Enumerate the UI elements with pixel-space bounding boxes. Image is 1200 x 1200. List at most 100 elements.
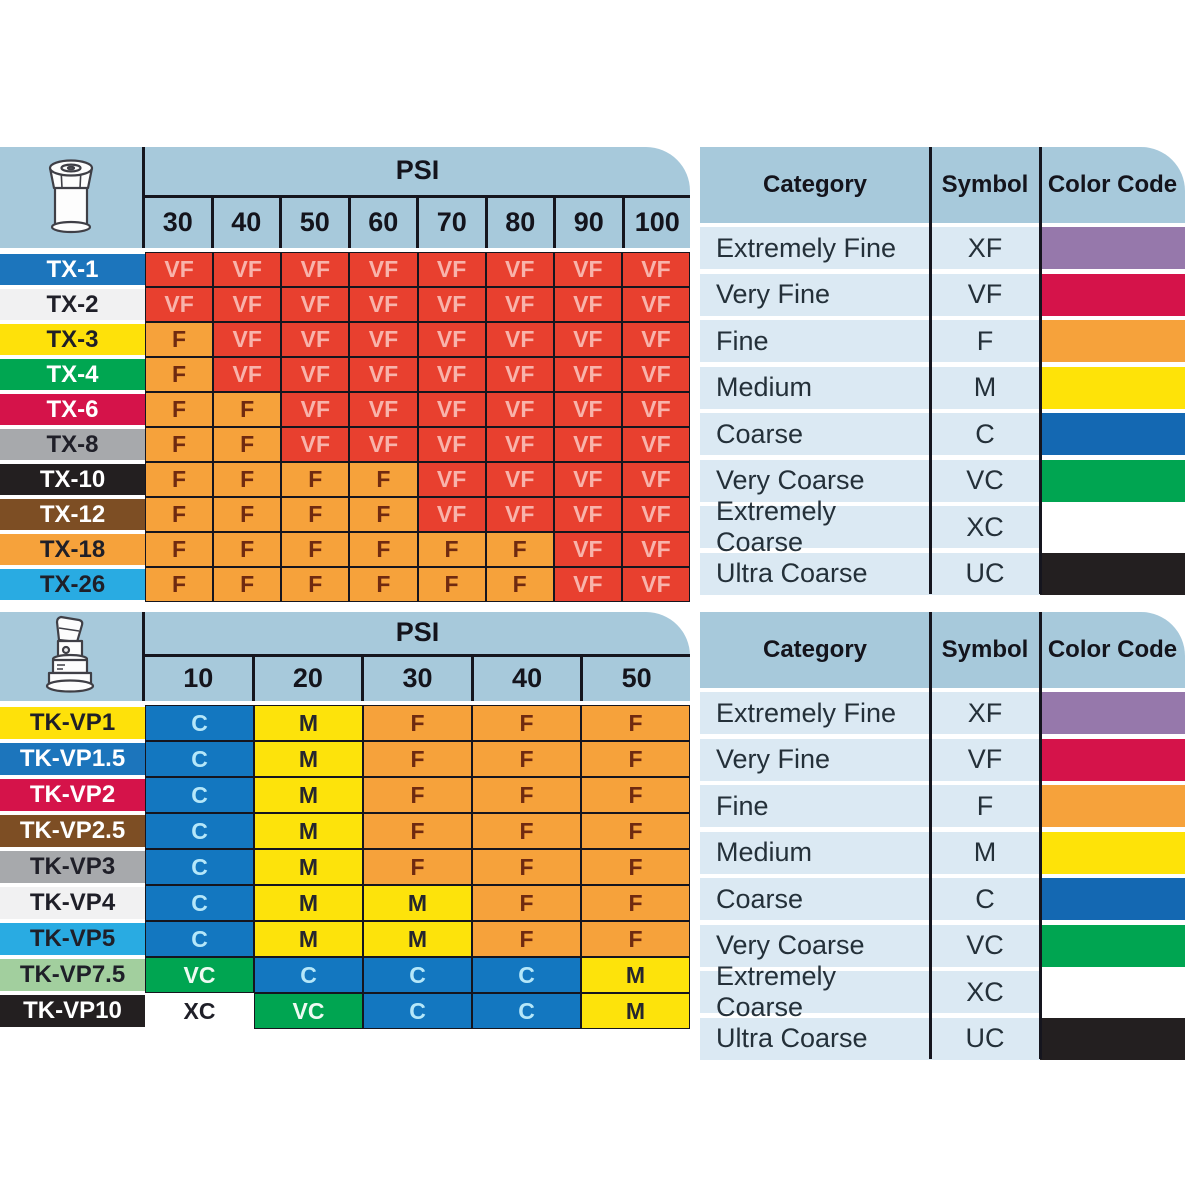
droplet-cell: VF [213, 287, 282, 322]
row-label: TX-12 [0, 497, 145, 532]
droplet-cell: F [363, 741, 472, 777]
droplet-cell: VF [485, 357, 554, 392]
symbol-cell: M [930, 831, 1040, 874]
droplet-cell: VF [281, 287, 350, 322]
color-swatch [1040, 831, 1185, 874]
droplet-cell: F [145, 567, 214, 602]
droplet-cell: VF [281, 357, 350, 392]
legend-table-bottom: Category Symbol Color Code Extremely Fin… [700, 612, 1185, 1064]
color-swatch [1040, 320, 1185, 362]
psi-column-header: 40 [210, 197, 280, 248]
droplet-cell: VF [349, 392, 418, 427]
symbol-cell: C [930, 878, 1040, 920]
color-swatch [1040, 738, 1185, 781]
droplet-cell: VF [417, 322, 486, 357]
droplet-cell: VF [553, 427, 622, 462]
droplet-cell: M [254, 705, 363, 741]
droplet-cell: F [472, 705, 581, 741]
legend-row: Coarse C [700, 878, 1185, 920]
color-swatch [1040, 273, 1185, 316]
color-swatch [1040, 413, 1185, 455]
row-label: TX-10 [0, 462, 145, 497]
droplet-cell: C [363, 993, 472, 1029]
category-cell: Extremely Fine [700, 692, 930, 734]
droplet-cell: C [472, 957, 581, 993]
droplet-cell: VF [485, 322, 554, 357]
row-label: TX-26 [0, 567, 145, 602]
row-label: TK-VP2 [0, 777, 145, 813]
droplet-cell: F [213, 532, 282, 567]
row-label: TX-8 [0, 427, 145, 462]
table-row: TK-VP7.5 VC C C C M [0, 957, 690, 993]
droplet-cell: VF [485, 427, 554, 462]
legend-row: Very Fine VF [700, 273, 1185, 316]
symbol-cell: VC [930, 459, 1040, 502]
row-label: TK-VP1.5 [0, 741, 145, 777]
table-row: TK-VP1.5 C M F F F [0, 741, 690, 777]
row-label: TX-18 [0, 532, 145, 567]
symbol-cell: C [930, 413, 1040, 455]
droplet-cell: VF [213, 357, 282, 392]
droplet-cell: VF [417, 497, 486, 532]
droplet-cell: F [472, 813, 581, 849]
color-swatch [1040, 971, 1185, 1013]
droplet-cell: VF [553, 497, 622, 532]
droplet-cell: F [145, 497, 214, 532]
color-swatch [1040, 878, 1185, 920]
legend-table-top: Category Symbol Color Code Extremely Fin… [700, 147, 1185, 599]
droplet-cell: F [349, 497, 418, 532]
droplet-cell: F [472, 741, 581, 777]
legend-row: Extremely Fine XF [700, 692, 1185, 734]
legend-body: Extremely Fine XF Very Fine VF Fine F Medium M C… [700, 227, 1185, 595]
droplet-cell: VF [621, 462, 690, 497]
table-row: TX-18 F F F F F F VF VF [0, 532, 690, 567]
category-cell: Extremely Coarse [700, 496, 930, 557]
legend-row: Extremely Fine XF [700, 227, 1185, 269]
category-cell: Very Fine [700, 738, 930, 781]
droplet-cell: C [145, 885, 254, 921]
droplet-cell: VF [553, 392, 622, 427]
column-divider [1039, 612, 1042, 1059]
droplet-cell: F [485, 532, 554, 567]
row-label: TK-VP10 [0, 993, 145, 1029]
droplet-cell: VF [553, 287, 622, 322]
column-divider [929, 147, 932, 594]
table-row: TX-2 VF VF VF VF VF VF VF VF [0, 287, 690, 322]
droplet-cell: F [363, 849, 472, 885]
droplet-cell: F [213, 497, 282, 532]
droplet-cell: C [145, 921, 254, 957]
droplet-cell: F [581, 849, 690, 885]
droplet-cell: VF [213, 322, 282, 357]
category-cell: Very Fine [700, 273, 930, 316]
droplet-cell: VF [281, 252, 350, 287]
table-row: TX-10 F F F F VF VF VF VF [0, 462, 690, 497]
droplet-cell: M [254, 741, 363, 777]
color-swatch [1040, 227, 1185, 269]
psi-column-header: 50 [279, 197, 348, 248]
table-row: TK-VP10 XC VC C C M [0, 993, 690, 1029]
legend-header: Category Symbol Color Code [700, 612, 1185, 688]
droplet-cell: F [145, 427, 214, 462]
droplet-cell: F [145, 462, 214, 497]
category-cell: Medium [700, 831, 930, 874]
color-swatch [1040, 924, 1185, 967]
color-swatch [1040, 366, 1185, 409]
color-swatch [1040, 785, 1185, 827]
droplet-cell: M [581, 993, 690, 1029]
droplet-cell: VF [553, 357, 622, 392]
table-row: TK-VP3 C M F F F [0, 849, 690, 885]
table-row: TX-1 VF VF VF VF VF VF VF VF [0, 252, 690, 287]
symbol-cell: M [930, 366, 1040, 409]
table-row: TX-4 F VF VF VF VF VF VF VF [0, 357, 690, 392]
droplet-cell: VF [621, 532, 690, 567]
droplet-cell: VF [621, 287, 690, 322]
color-swatch [1040, 459, 1185, 502]
psi-column-header: 70 [416, 197, 485, 248]
symbol-cell: XF [930, 692, 1040, 734]
droplet-cell: F [581, 885, 690, 921]
droplet-cell: F [363, 813, 472, 849]
psi-column-header: 10 [183, 663, 214, 694]
droplet-cell: VF [145, 252, 214, 287]
legend-column-title-colorcode: Color Code [1047, 171, 1178, 198]
